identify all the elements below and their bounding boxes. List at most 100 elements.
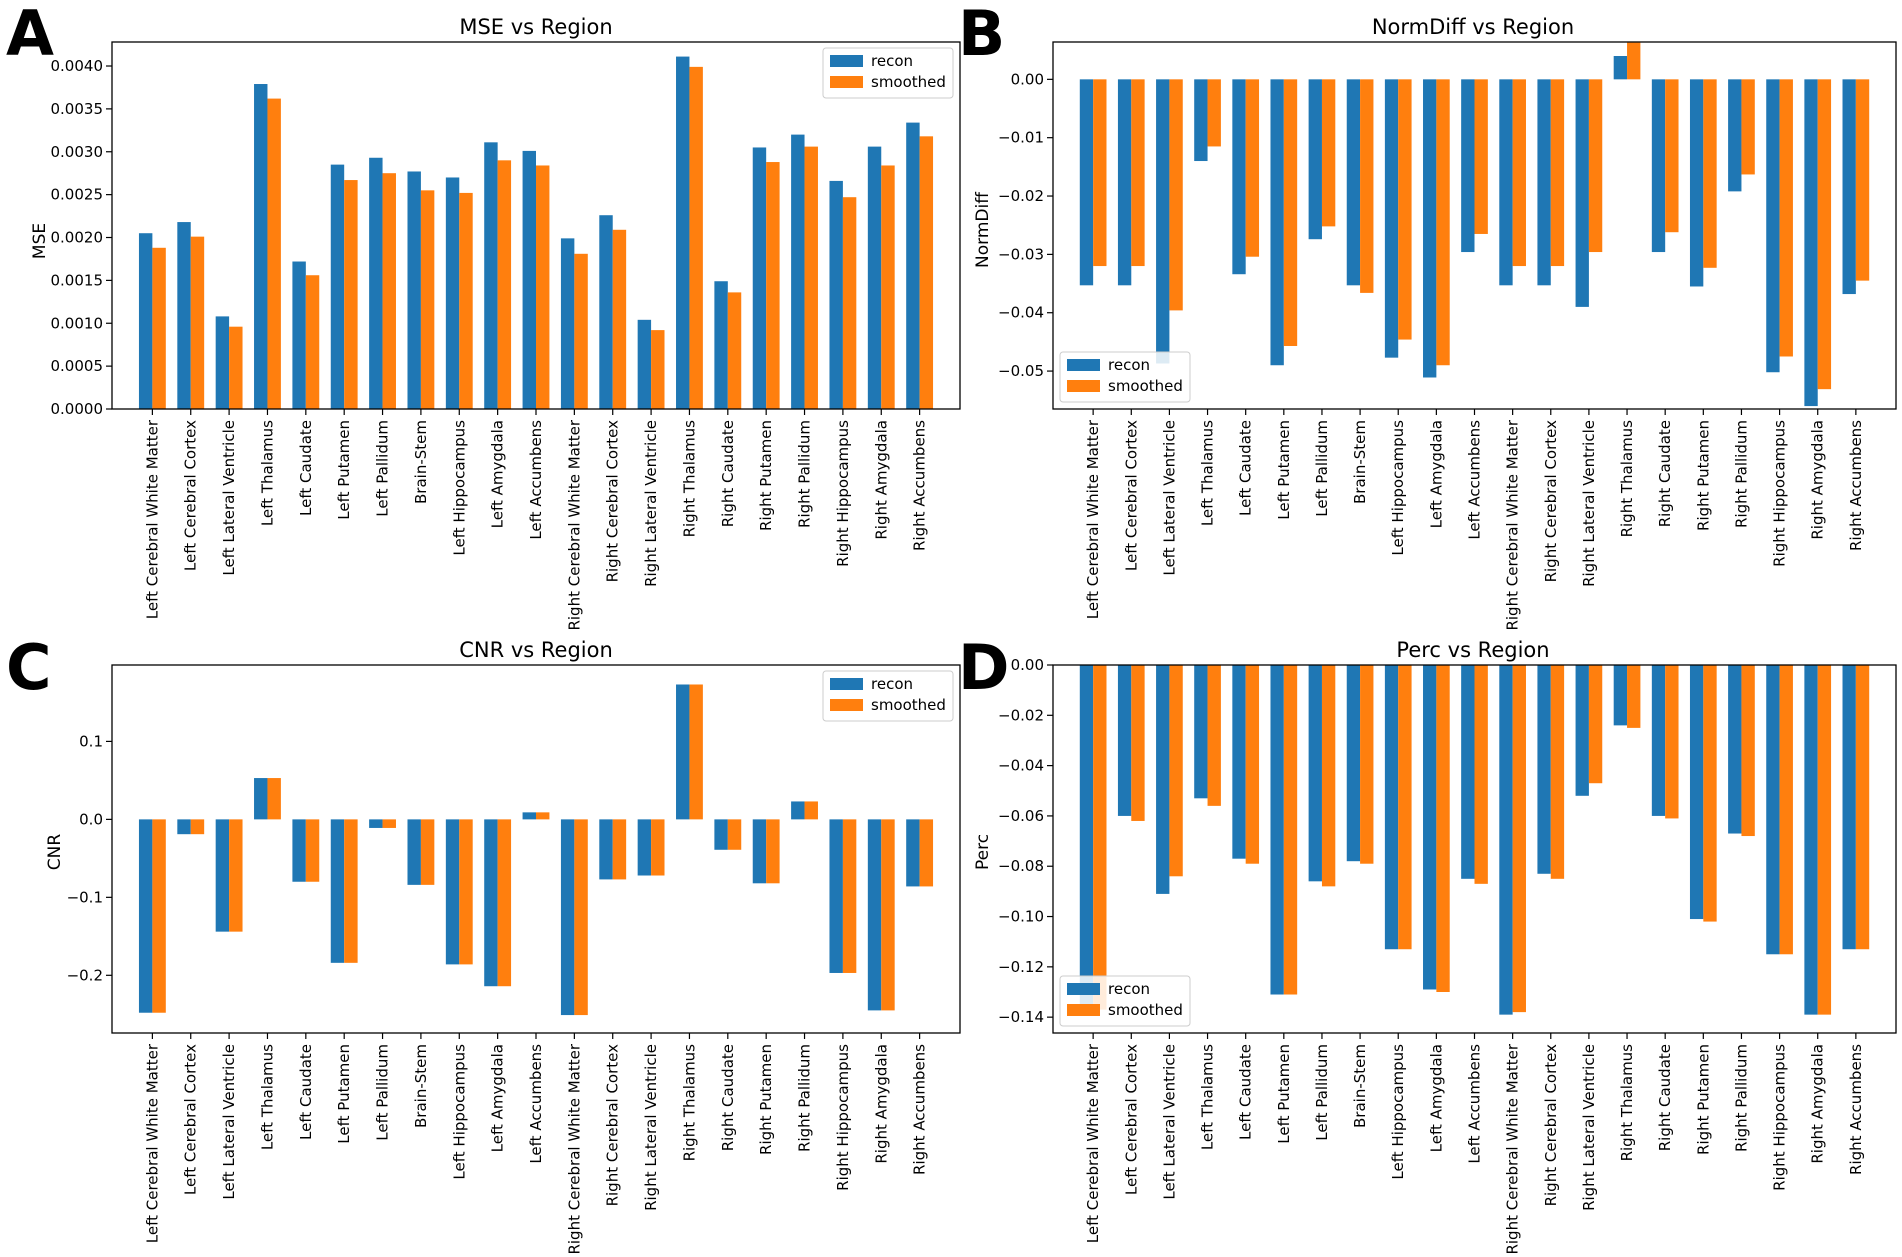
bar-recon bbox=[1384, 665, 1399, 950]
bar-recon bbox=[1232, 79, 1246, 275]
x-tick-label: Right Lateral Ventricle bbox=[642, 420, 660, 587]
bar-recon bbox=[1613, 665, 1628, 726]
bar-smoothed bbox=[1398, 79, 1412, 340]
x-tick-label: Right Accumbens bbox=[1847, 420, 1865, 551]
bar-recon bbox=[177, 222, 191, 409]
x-tick-label: Right Putamen bbox=[1694, 420, 1712, 531]
x-tick-label: Right Accumbens bbox=[911, 420, 929, 551]
chart-title-cnr: CNR vs Region bbox=[459, 638, 613, 662]
x-tick-label: Right Pallidum bbox=[796, 420, 814, 528]
x-tick-label: Right Hippocampus bbox=[834, 1044, 852, 1191]
bar-smoothed bbox=[190, 236, 205, 409]
bar-smoothed bbox=[766, 819, 780, 884]
bars-mse bbox=[138, 56, 934, 410]
x-tick-label: Brain-Stem bbox=[412, 420, 430, 504]
x-tick-label: Left Hippocampus bbox=[450, 420, 468, 556]
bar-smoothed bbox=[1588, 79, 1603, 253]
x-tick-label: Left Cerebral White Matter bbox=[1084, 1043, 1102, 1243]
bar-recon bbox=[484, 142, 498, 409]
y-tick-label: −0.08 bbox=[998, 857, 1044, 875]
y-axis-label-cnr: CNR bbox=[45, 834, 65, 871]
bar-smoothed bbox=[267, 778, 281, 820]
bar-smoothed bbox=[1512, 665, 1526, 1013]
y-axis-label-normdiff: NormDiff bbox=[973, 191, 993, 268]
x-tick-label: Left Accumbens bbox=[527, 420, 545, 540]
x-tick-label: Right Cerebral White Matter bbox=[565, 419, 583, 630]
bar-recon bbox=[1346, 79, 1361, 286]
bar-smoothed bbox=[1474, 79, 1488, 234]
bar-smoothed bbox=[536, 812, 550, 820]
y-tick-label: 0.0005 bbox=[51, 357, 104, 375]
x-tick-label: Right Pallidum bbox=[1732, 1044, 1750, 1152]
axes-frame-cnr bbox=[111, 664, 961, 1034]
x-tick-label: Left Putamen bbox=[1275, 1044, 1293, 1144]
x-tick-label: Right Putamen bbox=[757, 420, 775, 531]
bar-smoothed bbox=[1703, 665, 1717, 922]
panel-mse: A MSE vs Region MSE 0.00000.00050.00100.… bbox=[6, 0, 961, 631]
bar-recon bbox=[1651, 79, 1666, 253]
bar-recon bbox=[369, 819, 383, 828]
x-tick-label: Right Thalamus bbox=[680, 1044, 698, 1162]
x-tick-label: Right Cerebral White Matter bbox=[1504, 419, 1522, 630]
legend-swatch-smoothed bbox=[1067, 380, 1100, 392]
bar-recon bbox=[1613, 56, 1628, 80]
x-tick-label: Left Cerebral White Matter bbox=[143, 419, 161, 619]
bar-smoothed bbox=[229, 819, 243, 932]
x-tick-label: Left Thalamus bbox=[1199, 420, 1217, 526]
legend-swatch-recon bbox=[1067, 983, 1100, 995]
y-tick-label: 0.0 bbox=[79, 810, 103, 828]
bar-smoothed bbox=[804, 801, 818, 820]
bar-smoothed bbox=[497, 160, 512, 409]
bar-recon bbox=[676, 684, 690, 820]
bar-recon bbox=[1804, 665, 1818, 1015]
x-tick-label: Right Thalamus bbox=[1618, 420, 1636, 538]
bar-recon bbox=[1423, 79, 1437, 378]
y-tick-label: −0.1 bbox=[67, 888, 103, 906]
bar-smoothed bbox=[1131, 79, 1145, 267]
x-tick-label: Left Lateral Ventricle bbox=[220, 420, 238, 576]
legend-label-smoothed: smoothed bbox=[1108, 377, 1183, 395]
bar-recon bbox=[330, 819, 345, 963]
bar-recon bbox=[1537, 79, 1551, 286]
bar-smoothed bbox=[881, 165, 895, 409]
bar-recon bbox=[215, 819, 230, 932]
x-tick-label: Right Lateral Ventricle bbox=[1580, 1044, 1598, 1211]
bar-recon bbox=[791, 801, 805, 820]
legend-label-recon: recon bbox=[1108, 980, 1150, 998]
x-tick-label: Left Lateral Ventricle bbox=[1160, 420, 1178, 576]
bar-recon bbox=[1766, 665, 1780, 955]
legend-label-recon: recon bbox=[871, 675, 913, 693]
y-tick-label: 0.0010 bbox=[51, 314, 104, 332]
bar-smoothed bbox=[536, 165, 550, 409]
y-tick-label: 0.0025 bbox=[51, 186, 104, 204]
x-tick-label: Brain-Stem bbox=[412, 1044, 430, 1128]
legend-label-recon: recon bbox=[871, 52, 913, 70]
x-tick-label: Left Amygdala bbox=[489, 1044, 507, 1152]
legend-perc: recon smoothed bbox=[1059, 975, 1191, 1027]
bar-recon bbox=[906, 122, 920, 409]
bar-smoothed bbox=[420, 819, 435, 885]
x-ticks-cnr: Left Cerebral White Matter Left Cerebral … bbox=[143, 1033, 929, 1255]
y-tick-label: 0.0020 bbox=[51, 229, 104, 247]
x-ticks-normdiff: Left Cerebral White Matter Left Cerebral … bbox=[1084, 409, 1865, 631]
y-tick-label: 0.0035 bbox=[51, 100, 104, 118]
x-tick-label: Left Accumbens bbox=[1466, 1044, 1484, 1164]
x-tick-label: Right Cerebral Cortex bbox=[604, 420, 622, 583]
bar-smoothed bbox=[919, 136, 934, 409]
bar-recon bbox=[867, 819, 882, 1011]
bar-recon bbox=[1384, 79, 1399, 358]
bar-recon bbox=[599, 215, 613, 409]
bar-smoothed bbox=[1855, 79, 1870, 281]
bar-smoothed bbox=[881, 819, 895, 1011]
legend-swatch-smoothed bbox=[830, 699, 863, 711]
x-ticks-perc: Left Cerebral White Matter Left Cerebral … bbox=[1084, 1033, 1865, 1255]
y-tick-label: −0.01 bbox=[998, 129, 1044, 147]
x-tick-label: Left Accumbens bbox=[527, 1044, 545, 1164]
x-tick-label: Left Cerebral White Matter bbox=[143, 1043, 161, 1243]
bar-smoothed bbox=[1169, 79, 1183, 311]
bar-recon bbox=[1232, 665, 1246, 859]
bar-recon bbox=[1728, 665, 1742, 834]
bar-smoothed bbox=[1093, 665, 1107, 1010]
x-tick-label: Brain-Stem bbox=[1351, 420, 1369, 504]
